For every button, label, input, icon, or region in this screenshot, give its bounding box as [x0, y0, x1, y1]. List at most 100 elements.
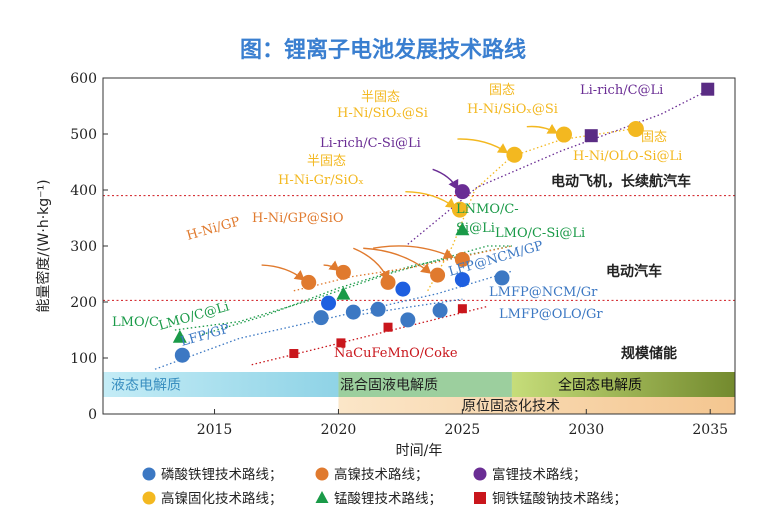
band-label: 全固态电解质: [558, 377, 642, 394]
annotation-arrow-8: [432, 168, 459, 191]
x-tick-label: 2020: [321, 422, 357, 438]
annotation-arrow-2: [353, 247, 390, 281]
annotation-label: LMO/C: [112, 315, 159, 330]
annotation-label: H-Ni/OLO-Si@Li: [573, 149, 682, 164]
data-point: [430, 267, 446, 283]
legend-marker: [142, 491, 156, 505]
band-0: [103, 372, 339, 397]
annotation-label: H-Ni/GP@SiO: [252, 211, 344, 226]
annotation-arrow-7: [526, 123, 558, 134]
data-point: [494, 270, 510, 286]
annotation-arrow-6: [457, 138, 509, 154]
legend-marker: [315, 491, 329, 503]
data-point: [506, 146, 523, 163]
annotation-label: LMFP@NCM/Gr: [489, 285, 598, 300]
legend-label: 高镍技术路线；: [334, 466, 429, 483]
data-point: [336, 338, 346, 348]
trend-line-7: [350, 298, 463, 317]
band-label: 原位固态化技术: [462, 399, 560, 415]
x-tick-label: 2015: [197, 422, 233, 438]
data-point: [432, 302, 448, 318]
reference-lines: [103, 195, 735, 301]
legend-marker: [315, 467, 329, 481]
data-point: [313, 310, 329, 326]
annotation-arrow-1: [323, 260, 340, 271]
annotation-label: 半固态: [361, 90, 400, 105]
annotation-label: H-Ni/GP: [185, 214, 242, 244]
annotation-label: 半固态: [307, 154, 346, 169]
data-point: [454, 184, 470, 200]
x-tick-label: 2035: [692, 422, 728, 438]
tick-labels: 2015 2020 2025 2030 2035 0 100 200 300 400 500 600: [70, 71, 728, 438]
data-point: [701, 82, 715, 96]
annotation-arrow-0: [261, 264, 305, 281]
data-point: [301, 274, 317, 290]
y-tick-label: 100: [70, 351, 97, 367]
data-point: [627, 120, 644, 137]
data-point: [455, 222, 470, 236]
data-point: [400, 312, 416, 328]
annotation-arrows: [261, 123, 558, 281]
annotation-label: NaCuFeMnO/Coke: [334, 346, 458, 361]
annotation-label: LNMO/C-: [456, 202, 519, 217]
application-label: 规模储能: [621, 345, 677, 362]
annotation-label: 固态: [489, 83, 515, 98]
band-label: 混合固液电解质: [340, 378, 438, 394]
annotation-label: H-Ni/SiOₓ@Si: [467, 102, 558, 117]
legend-marker: [142, 467, 156, 481]
data-point: [454, 251, 470, 267]
data-point: [172, 329, 187, 343]
band-2: [511, 372, 735, 397]
data-point: [336, 286, 351, 300]
legend: 磷酸铁锂技术路线； 高镍技术路线； 富锂技术路线； 高镍固化技术路线； 锰酸锂技术路线；…: [142, 466, 627, 507]
data-point: [335, 264, 351, 280]
legend-label: 铜铁锰酸钠技术路线；: [492, 491, 627, 507]
data-point: [454, 272, 470, 288]
annotation-label: LMO/C-Si@Li: [495, 226, 585, 241]
annotation-label: LMFP@OLO/Gr: [499, 307, 603, 322]
data-point: [584, 129, 598, 143]
data-point: [174, 347, 190, 363]
y-tick-label: 300: [70, 239, 97, 255]
data-point: [289, 349, 299, 359]
band-label: 液态电解质: [111, 378, 181, 394]
trend-line-5: [427, 127, 636, 292]
data-point: [395, 281, 411, 297]
data-point: [370, 301, 386, 317]
data-point: [321, 295, 337, 311]
y-tick-label: 600: [70, 71, 97, 87]
annotation-arrow-3: [363, 247, 432, 274]
annotation-label: Li-rich/C-Si@Li: [320, 136, 421, 151]
y-tick-label: 400: [70, 183, 97, 199]
data-point: [345, 304, 361, 320]
chart-title: 图：锂离子电池发展技术路线: [240, 37, 526, 63]
annotation-label: H-Ni/SiOₓ@Si: [337, 106, 428, 121]
trend-line-6: [407, 88, 711, 245]
band-3: [338, 397, 735, 414]
data-point: [457, 304, 467, 314]
legend-label: 富锂技术路线；: [492, 466, 587, 483]
legend-marker: [474, 492, 486, 504]
y-tick-label: 200: [70, 295, 97, 311]
data-point: [555, 126, 572, 143]
data-point: [383, 322, 393, 332]
annotation-arrow-4: [373, 245, 454, 259]
x-axis-label: 时间/年: [396, 443, 443, 459]
data-marks: [172, 82, 715, 363]
legend-marker: [473, 467, 487, 481]
application-label: 电动飞机，长续航汽车: [551, 173, 691, 190]
legend-label: 锰酸锂技术路线；: [334, 491, 442, 507]
legend-label: 高镍固化技术路线；: [161, 490, 283, 507]
trend-line-1: [174, 245, 512, 331]
y-tick-label: 500: [70, 127, 97, 143]
annotation-label: 固态: [641, 130, 667, 145]
annotation-label: Si@Li: [456, 221, 495, 236]
y-axis-label: 能量密度/(W·h·kg⁻¹): [35, 179, 52, 312]
data-point: [451, 201, 468, 218]
x-tick-label: 2025: [445, 422, 481, 438]
application-label: 电动汽车: [606, 263, 662, 280]
